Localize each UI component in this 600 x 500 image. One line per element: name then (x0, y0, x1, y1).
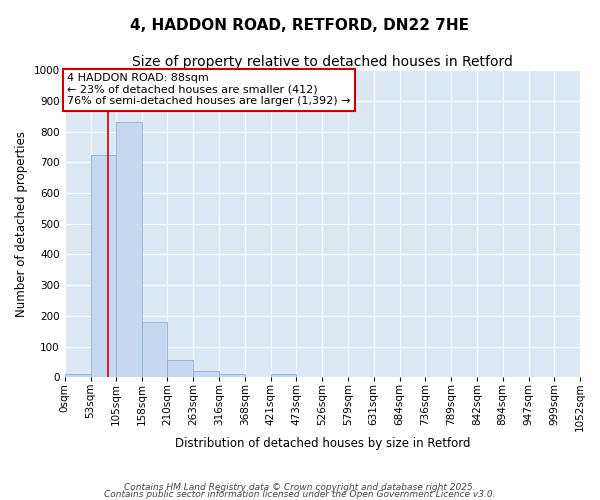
Title: Size of property relative to detached houses in Retford: Size of property relative to detached ho… (132, 55, 513, 69)
X-axis label: Distribution of detached houses by size in Retford: Distribution of detached houses by size … (175, 437, 470, 450)
Bar (91, 154, 116, 378)
Text: Contains HM Land Registry data © Crown copyright and database right 2025.: Contains HM Land Registry data © Crown c… (124, 484, 476, 492)
Bar (65, 374, 91, 378)
Bar (167, 360, 193, 378)
Y-axis label: Number of detached properties: Number of detached properties (15, 130, 28, 316)
Text: 4 HADDON ROAD: 88sqm
← 23% of detached houses are smaller (412)
76% of semi-deta: 4 HADDON ROAD: 88sqm ← 23% of detached h… (67, 73, 350, 106)
Text: Contains public sector information licensed under the Open Government Licence v3: Contains public sector information licen… (104, 490, 496, 499)
Bar (142, 322, 167, 378)
Text: 4, HADDON ROAD, RETFORD, DN22 7HE: 4, HADDON ROAD, RETFORD, DN22 7HE (131, 18, 470, 32)
Bar (271, 374, 296, 378)
Bar (193, 371, 220, 378)
Bar (220, 374, 245, 378)
Bar (116, 122, 142, 378)
